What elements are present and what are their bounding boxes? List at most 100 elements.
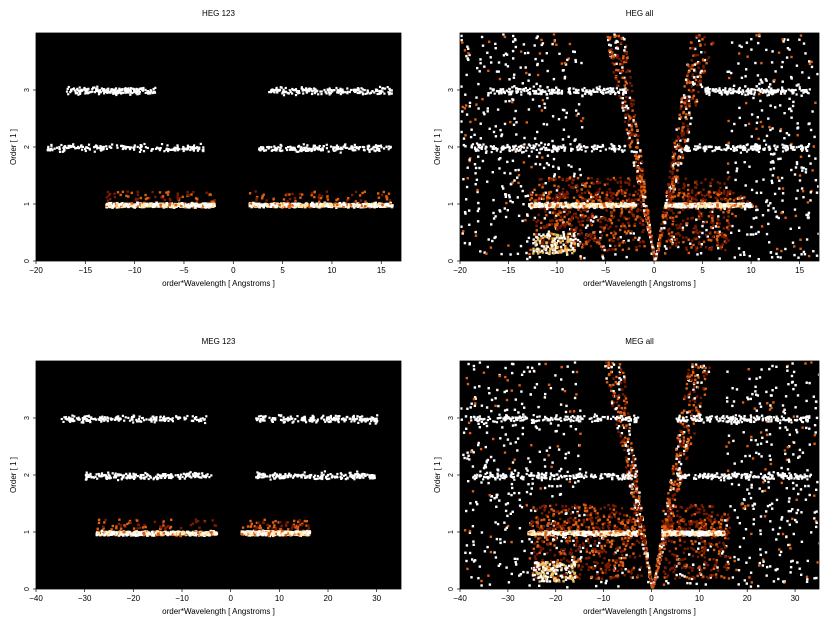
- event-pixel: [727, 141, 730, 145]
- event-pixel: [708, 238, 711, 242]
- event-pixel: [285, 192, 288, 196]
- event-pixel: [769, 83, 772, 86]
- event-pixel: [703, 71, 706, 74]
- event-pixel: [146, 90, 149, 93]
- event-pixel: [606, 182, 609, 186]
- event-pixel: [719, 186, 722, 190]
- event-pixel: [643, 194, 646, 197]
- event-pixel: [575, 199, 579, 202]
- event-pixel: [514, 109, 517, 113]
- event-pixel: [728, 175, 731, 179]
- event-pixel: [176, 192, 179, 195]
- event-pixel: [151, 205, 155, 209]
- event-pixel: [474, 234, 478, 237]
- event-pixel: [543, 106, 547, 109]
- event-pixel: [668, 170, 672, 173]
- event-pixel: [682, 110, 685, 114]
- event-pixel: [718, 230, 721, 233]
- event-pixel: [360, 87, 363, 90]
- event-pixel: [106, 199, 110, 202]
- event-pixel: [727, 221, 730, 225]
- event-pixel: [631, 133, 634, 136]
- event-pixel: [570, 165, 573, 168]
- event-pixel: [663, 245, 667, 248]
- event-pixel: [334, 146, 337, 149]
- event-pixel: [631, 139, 634, 142]
- event-pixel: [487, 69, 490, 72]
- event-pixel: [672, 212, 675, 215]
- event-pixel: [368, 92, 371, 95]
- event-pixels: [46, 85, 394, 209]
- event-pixel: [807, 122, 810, 126]
- event-pixel: [769, 104, 772, 107]
- event-pixel: [632, 119, 635, 122]
- event-pixel: [680, 150, 683, 154]
- event-pixel: [339, 93, 342, 96]
- event-pixel: [708, 247, 711, 251]
- event-pixel: [668, 208, 671, 211]
- event-pixel: [675, 178, 678, 181]
- event-pixel: [373, 202, 376, 205]
- event-pixel: [679, 222, 683, 226]
- event-pixel: [632, 232, 635, 235]
- event-pixel: [528, 256, 532, 259]
- event-pixel: [202, 146, 205, 149]
- event-pixel: [320, 149, 323, 152]
- event-pixel: [555, 86, 558, 89]
- event-pixel: [681, 228, 685, 232]
- event-pixel: [85, 90, 88, 93]
- event-pixel: [289, 148, 292, 151]
- event-pixel: [628, 203, 632, 206]
- event-pixel: [572, 232, 576, 236]
- event-pixel: [755, 216, 758, 219]
- event-pixel: [683, 140, 687, 143]
- event-pixel: [648, 233, 651, 236]
- event-pixel: [463, 211, 467, 214]
- event-pixel: [522, 43, 526, 46]
- event-pixel: [795, 161, 799, 164]
- event-pixel: [700, 199, 703, 202]
- event-pixel: [627, 205, 630, 208]
- event-pixel: [790, 116, 793, 119]
- event-pixel: [138, 90, 141, 93]
- event-pixel: [642, 199, 645, 202]
- event-pixel: [724, 248, 727, 252]
- event-pixel: [498, 77, 502, 81]
- event-pixel: [789, 227, 792, 230]
- event-pixel: [65, 90, 69, 93]
- event-pixel: [719, 208, 722, 211]
- event-pixel: [639, 173, 642, 176]
- event-pixel: [630, 140, 634, 144]
- event-pixel: [623, 60, 626, 64]
- event-pixel: [545, 235, 548, 239]
- event-pixel: [685, 81, 689, 85]
- event-pixel: [460, 34, 463, 38]
- event-pixel: [698, 62, 701, 65]
- event-pixel: [619, 70, 622, 73]
- event-pixel: [144, 91, 147, 94]
- event-pixel: [378, 145, 381, 148]
- event-pixel: [574, 237, 577, 241]
- event-pixel: [508, 78, 511, 81]
- event-pixel: [565, 190, 569, 194]
- event-pixel: [562, 249, 565, 253]
- event-pixel: [554, 178, 557, 181]
- event-pixel: [744, 124, 747, 127]
- event-pixel: [620, 207, 623, 211]
- event-pixel: [780, 65, 783, 69]
- event-pixel: [645, 215, 648, 218]
- event-pixel: [627, 177, 630, 180]
- event-pixel: [595, 215, 598, 218]
- event-pixel: [634, 236, 637, 239]
- event-pixel: [765, 134, 769, 138]
- event-pixel: [679, 139, 682, 142]
- event-pixel: [109, 192, 112, 196]
- event-pixel: [551, 240, 554, 243]
- event-pixel: [500, 252, 503, 256]
- event-pixel: [663, 226, 666, 230]
- event-pixel: [526, 257, 529, 261]
- event-pixel: [152, 203, 156, 207]
- event-pixel: [586, 224, 589, 227]
- event-pixel: [767, 222, 770, 226]
- event-pixel: [379, 205, 382, 208]
